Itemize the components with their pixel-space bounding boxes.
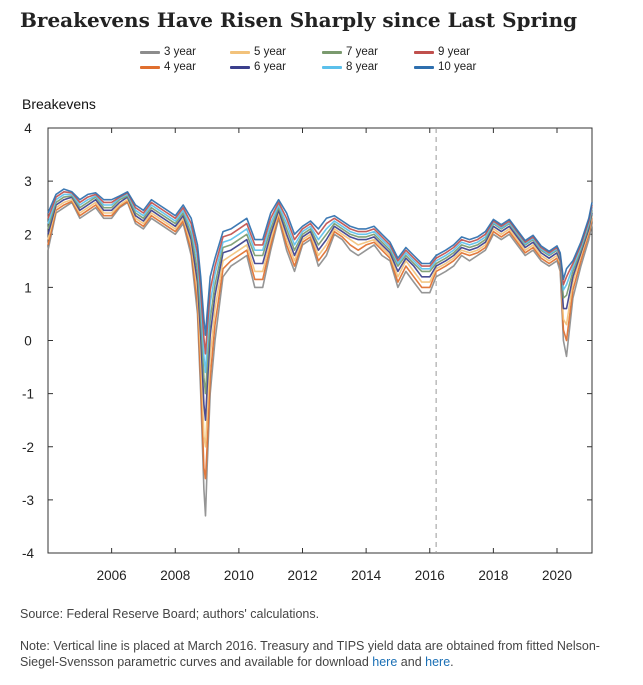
x-tick-label: 2014: [351, 568, 382, 583]
plot-frame: [47, 127, 593, 554]
legend-swatch: [322, 65, 342, 69]
legend-label: 10 year: [438, 61, 477, 73]
chart-legend: 3 year 5 year 7 year 9 year 4 year 6 yea…: [140, 46, 500, 73]
legend-swatch: [140, 65, 160, 69]
y-tick-label: -3: [22, 493, 34, 508]
source-note: Source: Federal Reserve Board; authors' …: [20, 607, 320, 621]
legend-swatch: [140, 50, 160, 54]
legend-item-8-year: 8 year: [322, 61, 414, 73]
legend-item-3-year: 3 year: [140, 46, 230, 58]
legend-label: 9 year: [438, 46, 470, 58]
legend-item-4-year: 4 year: [140, 61, 230, 73]
x-tick-label: 2006: [97, 568, 127, 583]
legend-item-5-year: 5 year: [230, 46, 322, 58]
series-line-10-year: [47, 188, 593, 337]
footnote-and: and: [397, 655, 426, 669]
legend-swatch: [414, 65, 434, 69]
chart-title: Breakevens Have Risen Sharply since Last…: [20, 8, 578, 32]
download-link-2[interactable]: here: [425, 655, 451, 669]
legend-swatch: [322, 50, 342, 54]
y-tick-label: 0: [24, 334, 32, 349]
legend-label: 5 year: [254, 46, 286, 58]
series-line-5-year: [47, 198, 593, 448]
legend-swatch: [230, 65, 250, 69]
y-tick-label: 4: [24, 121, 32, 136]
x-tick-label: 2008: [160, 568, 190, 583]
series-line-8-year: [47, 193, 593, 374]
y-tick-label: -1: [22, 387, 34, 402]
breakevens-line-chart: 4 3 2 1 0 -1 -2 -3 -4 2006 2008 2010 2012 2014 2016 201…: [22, 121, 593, 583]
y-axis-label: Breakevens: [22, 96, 96, 112]
series-line-6-year: [47, 196, 593, 422]
legend-label: 4 year: [164, 61, 196, 73]
y-tick-label: -4: [22, 546, 34, 561]
series-line-4-year: [47, 200, 593, 480]
footnote: Note: Vertical line is placed at March 2…: [20, 638, 620, 670]
x-tick-label: 2020: [542, 568, 572, 583]
legend-swatch: [414, 50, 434, 54]
footnote-text: Note: Vertical line is placed at March 2…: [20, 639, 600, 669]
legend-label: 8 year: [346, 61, 378, 73]
series-line-9-year: [47, 191, 593, 355]
x-tick-label: 2016: [415, 568, 445, 583]
legend-item-6-year: 6 year: [230, 61, 322, 73]
legend-swatch: [230, 50, 250, 54]
y-tick-label: 3: [24, 174, 32, 189]
legend-label: 7 year: [346, 46, 378, 58]
y-tick-label: 1: [24, 280, 32, 295]
legend-item-9-year: 9 year: [414, 46, 504, 58]
legend-label: 6 year: [254, 61, 286, 73]
x-tick-label: 2010: [224, 568, 254, 583]
x-tick-label: 2018: [478, 568, 508, 583]
series-line-3-year: [47, 201, 593, 517]
y-tick-label: -2: [22, 440, 34, 455]
footnote-end: .: [450, 655, 454, 669]
legend-item-7-year: 7 year: [322, 46, 414, 58]
legend-label: 3 year: [164, 46, 196, 58]
download-link-1[interactable]: here: [372, 655, 398, 669]
legend-item-10-year: 10 year: [414, 61, 504, 73]
x-tick-label: 2012: [287, 568, 317, 583]
y-tick-label: 2: [24, 227, 32, 242]
